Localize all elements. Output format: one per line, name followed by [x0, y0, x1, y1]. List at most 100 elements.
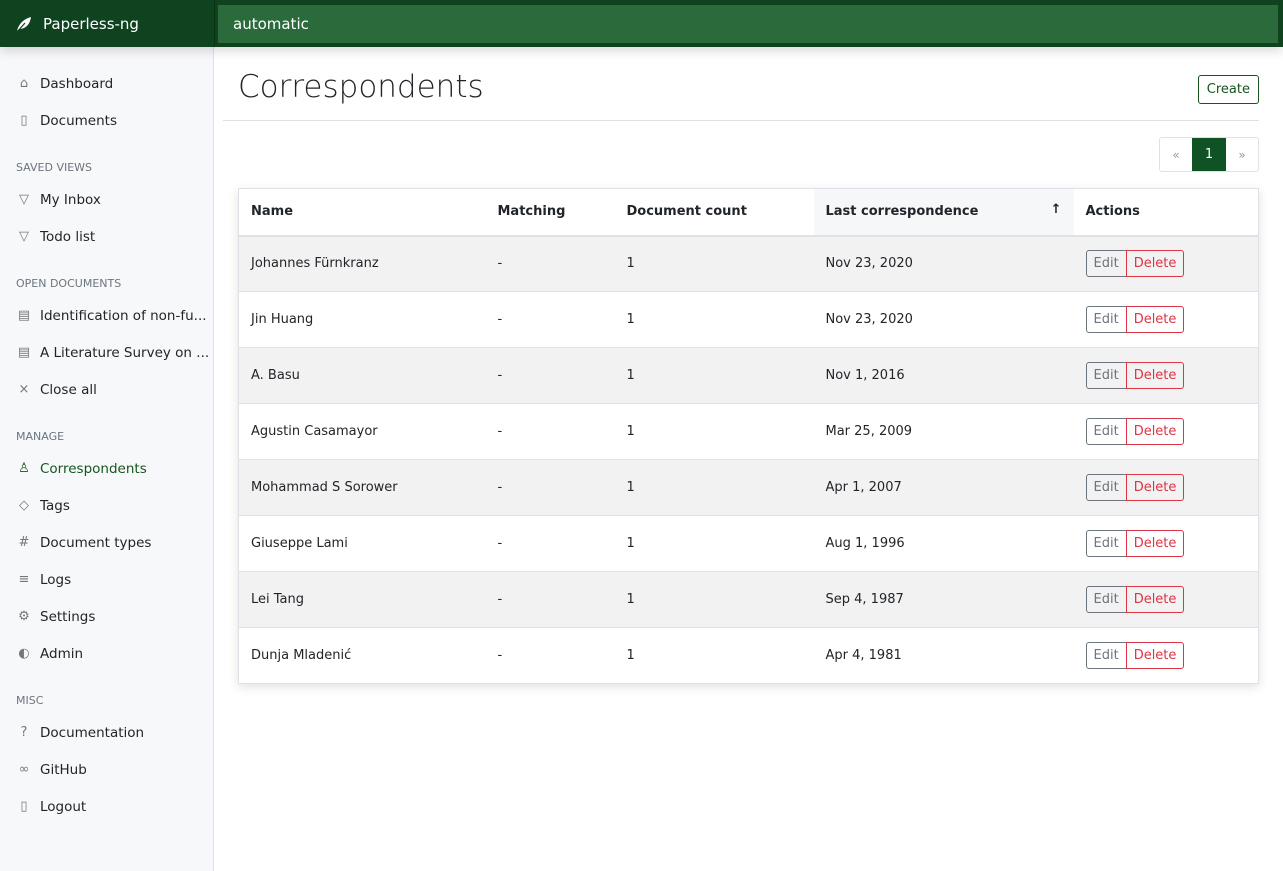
cell-last-correspondence: Mar 25, 2009 [813, 403, 1074, 460]
cell-last-correspondence: Nov 1, 2016 [813, 347, 1074, 404]
cell-last-correspondence: Nov 23, 2020 [813, 235, 1074, 292]
action-buttons: Edit Delete [1085, 418, 1185, 445]
funnel-icon: ▽ [19, 192, 29, 207]
column-header-matching[interactable]: Matching [485, 188, 615, 237]
edit-button[interactable]: Edit [1085, 250, 1127, 278]
delete-button[interactable]: Delete [1125, 642, 1185, 669]
sidebar-item-dashboard[interactable]: ⌂ Dashboard [0, 65, 213, 102]
action-buttons: Edit Delete [1085, 530, 1185, 557]
cell-matching: - [485, 347, 615, 404]
sidebar-item-label: Close all [40, 381, 97, 398]
delete-button[interactable]: Delete [1125, 362, 1185, 389]
sidebar-item-my-inbox[interactable]: ▽ My Inbox [0, 181, 213, 218]
delete-button[interactable]: Delete [1125, 418, 1185, 445]
delete-button[interactable]: Delete [1125, 530, 1185, 557]
cell-last-correspondence: Apr 1, 2007 [813, 459, 1074, 516]
question-circle-icon: ? [20, 725, 28, 740]
action-buttons: Edit Delete [1085, 362, 1185, 389]
delete-button[interactable]: Delete [1125, 306, 1185, 333]
cell-matching: - [485, 571, 615, 628]
cell-actions: Edit Delete [1073, 571, 1259, 628]
sort-ascending-icon: ↑ [1050, 202, 1062, 217]
sidebar-section-heading: SAVED VIEWS [16, 160, 93, 174]
sidebar-item-identification-of-non-fu[interactable]: ▤ Identification of non-fu... [0, 297, 213, 334]
cell-document-count: 1 [614, 571, 814, 628]
hash-icon: # [18, 535, 30, 550]
table-row: Jin Huang - 1 Nov 23, 2020 Edit Delete [238, 291, 1259, 348]
cell-document-count: 1 [614, 459, 814, 516]
pagination-prev[interactable]: « [1172, 147, 1180, 162]
cell-matching: - [485, 459, 615, 516]
cell-name: Johannes Fürnkranz [238, 235, 486, 292]
pagination: « 1 » [1159, 137, 1259, 172]
table-row: Mohammad S Sorower - 1 Apr 1, 2007 Edit D… [238, 459, 1259, 516]
column-header-last-correspondence[interactable]: Last correspondence ↑ [813, 188, 1074, 237]
cell-matching: - [485, 403, 615, 460]
sidebar-item-label: Admin [40, 645, 84, 662]
file-text-icon: ▤ [17, 345, 31, 360]
pagination-page-1[interactable]: 1 [1192, 138, 1226, 171]
edit-button[interactable]: Edit [1085, 362, 1127, 389]
cell-matching: - [485, 515, 615, 572]
sidebar-item-a-literature-survey-on[interactable]: ▤ A Literature Survey on ... [0, 334, 213, 371]
delete-button[interactable]: Delete [1125, 474, 1185, 501]
edit-button[interactable]: Edit [1085, 418, 1127, 445]
search-input[interactable]: automatic [218, 4, 1278, 43]
table-row: Lei Tang - 1 Sep 4, 1987 Edit Delete [238, 571, 1259, 628]
action-buttons: Edit Delete [1085, 642, 1185, 669]
sidebar-item-github[interactable]: ∞ GitHub [0, 751, 213, 788]
sidebar-item-close-all[interactable]: × Close all [0, 371, 213, 408]
table-row: A. Basu - 1 Nov 1, 2016 Edit Delete [238, 347, 1259, 404]
table-row: Agustin Casamayor - 1 Mar 25, 2009 Edit D… [238, 403, 1259, 460]
cell-matching: - [485, 291, 615, 348]
sidebar-item-label: Dashboard [40, 75, 114, 92]
edit-button[interactable]: Edit [1085, 530, 1127, 557]
cell-last-correspondence: Apr 4, 1981 [813, 627, 1074, 684]
brand[interactable]: Paperless-ng [0, 0, 215, 47]
table-row: Dunja Mladenić - 1 Apr 4, 1981 Edit Delet… [238, 627, 1259, 684]
edit-button[interactable]: Edit [1085, 306, 1127, 333]
file-text-icon: ▤ [17, 308, 31, 323]
funnel-icon: ▽ [19, 229, 29, 244]
sidebar-item-todo-list[interactable]: ▽ Todo list [0, 218, 213, 255]
cell-matching: - [485, 627, 615, 684]
table-row: Giuseppe Lami - 1 Aug 1, 1996 Edit Delete [238, 515, 1259, 572]
action-buttons: Edit Delete [1085, 474, 1185, 501]
column-header-document-count[interactable]: Document count [614, 188, 814, 237]
sidebar-item-tags[interactable]: ◇ Tags [0, 487, 213, 524]
cell-name: Mohammad S Sorower [238, 459, 486, 516]
create-button[interactable]: Create [1197, 75, 1259, 104]
edit-button[interactable]: Edit [1085, 642, 1127, 669]
top-navbar: Paperless-ng automatic [0, 0, 1283, 47]
column-header-name[interactable]: Name [238, 188, 486, 237]
sidebar-item-documents[interactable]: ▯ Documents [0, 102, 213, 139]
sidebar-item-admin[interactable]: ◐ Admin [0, 635, 213, 672]
sidebar-item-document-types[interactable]: # Document types [0, 524, 213, 561]
sidebar-item-logs[interactable]: ≡ Logs [0, 561, 213, 598]
table-row: Johannes Fürnkranz - 1 Nov 23, 2020 Edit… [238, 235, 1259, 292]
link-icon: ∞ [18, 762, 30, 777]
delete-button[interactable]: Delete [1125, 250, 1185, 278]
sidebar: ⌂ Dashboard ▯ Documents SAVED VIEWS ▽ My Inbox… [0, 47, 214, 871]
cell-name: Dunja Mladenić [238, 627, 486, 684]
cell-name: Lei Tang [238, 571, 486, 628]
edit-button[interactable]: Edit [1085, 586, 1127, 613]
delete-button[interactable]: Delete [1125, 586, 1185, 613]
sidebar-item-label: Document types [40, 534, 152, 551]
pagination-next[interactable]: » [1238, 147, 1246, 162]
column-header-actions: Actions [1073, 188, 1259, 237]
edit-button[interactable]: Edit [1085, 474, 1127, 501]
cell-document-count: 1 [614, 291, 814, 348]
cell-last-correspondence: Aug 1, 1996 [813, 515, 1074, 572]
sidebar-item-documentation[interactable]: ? Documentation [0, 714, 213, 751]
sidebar-item-correspondents[interactable]: ♙ Correspondents [0, 450, 213, 487]
x-icon: × [18, 382, 30, 397]
sidebar-section-heading: OPEN DOCUMENTS [16, 276, 122, 290]
app-title: Paperless-ng [43, 14, 139, 33]
person-icon: ♙ [18, 461, 30, 476]
cell-actions: Edit Delete [1073, 459, 1259, 516]
sidebar-item-label: Logout [40, 798, 87, 815]
sidebar-item-settings[interactable]: ⚙ Settings [0, 598, 213, 635]
cell-name: A. Basu [238, 347, 486, 404]
sidebar-item-logout[interactable]: ▯ Logout [0, 788, 213, 825]
